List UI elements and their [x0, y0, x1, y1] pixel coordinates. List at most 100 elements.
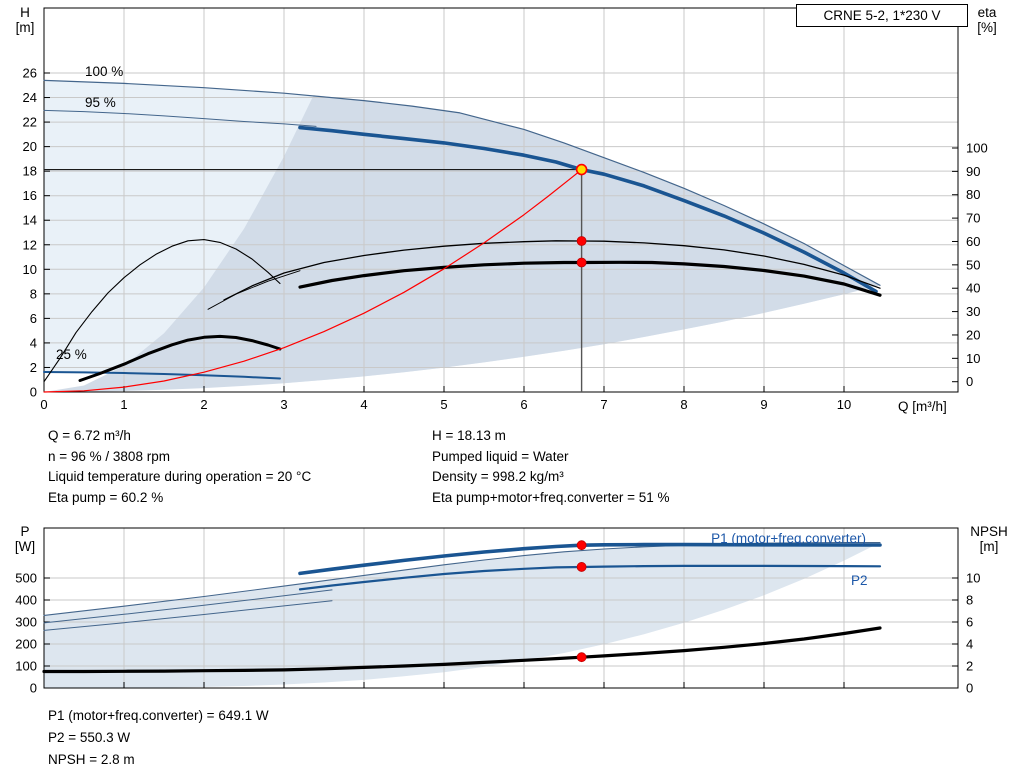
tick-label: 4: [360, 397, 367, 412]
tick-label: 20: [966, 327, 980, 342]
tick-label: 30: [966, 304, 980, 319]
p1-curve: [298, 542, 882, 576]
tick-label: 7: [600, 397, 607, 412]
h-axis-label-symbol: H: [20, 5, 30, 20]
npsh-axis-label: NPSH [m]: [960, 524, 1018, 554]
p1-curve-label: P1 (motor+freq.converter): [711, 531, 866, 546]
h-axis-label: H [m]: [6, 5, 44, 35]
p-axis-label-unit: [W]: [14, 539, 36, 554]
eta-pump-curve-95: [207, 270, 301, 310]
speed-100-label: 100 %: [85, 64, 124, 79]
eta-total-curve-25: [78, 334, 282, 382]
duty-info-left: Q = 6.72 m³/h n = 96 % / 3808 rpm Liquid…: [48, 426, 311, 508]
power-envelope: [44, 542, 880, 688]
p2-point: [576, 562, 587, 572]
tick-label: 0: [40, 397, 47, 412]
eta-axis-label: eta [%]: [966, 5, 1008, 35]
p1-value-text: P1 (motor+freq.converter) = 649.1 W: [48, 708, 269, 723]
tick-label: 24: [23, 90, 37, 105]
eta-axis-label-unit: [%]: [977, 20, 997, 35]
tick-label: 90: [966, 164, 980, 179]
tick-label: 4: [966, 637, 973, 652]
h-axis-label-unit: [m]: [15, 20, 35, 35]
tick-label: 5: [440, 397, 447, 412]
tick-label: 2: [966, 659, 973, 674]
tick-label: 50: [966, 257, 980, 272]
tick-label: 22: [23, 115, 37, 130]
tick-label: 80: [966, 187, 980, 202]
plot-frame: [43, 527, 959, 689]
speed-curve-95: [43, 109, 317, 127]
pumped-liquid-text: Pumped liquid = Water: [432, 448, 569, 464]
npsh-axis-label-unit: [m]: [979, 539, 999, 554]
power-info: P1 (motor+freq.converter) = 649.1 W P2 =…: [48, 705, 269, 771]
eta-pump-curve: [223, 240, 881, 301]
tick-label: 12: [23, 237, 37, 252]
p-axis-label-symbol: P: [20, 524, 30, 539]
eta-pump-text: Eta pump = 60.2 %: [48, 489, 164, 505]
tick-label: 9: [760, 397, 767, 412]
tick-label: 8: [30, 286, 37, 301]
tick-label: 70: [966, 211, 980, 226]
tick-label: 16: [23, 188, 37, 203]
tick-label: 10: [837, 397, 851, 412]
tick-label: 14: [23, 213, 37, 228]
tick-label: 2: [200, 397, 207, 412]
pump-model-label: CRNE 5-2, 1*230 V: [823, 8, 941, 23]
tick-label: 4: [30, 335, 37, 350]
npsh-value-text: NPSH = 2.8 m: [48, 752, 135, 767]
duty-head-text: H = 18.13 m: [432, 428, 506, 443]
control-curve: [43, 169, 583, 393]
tick-label: 18: [23, 164, 37, 179]
eta-total-text: Eta pump+motor+freq.converter = 51 %: [432, 489, 670, 505]
p2-curve: [298, 564, 882, 591]
eta-total-point: [576, 257, 587, 268]
tick-label: 100: [15, 659, 37, 674]
tick-label: 6: [966, 615, 973, 630]
q-axis-label: Q [m³/h]: [898, 399, 947, 414]
p2-max-line: [43, 600, 333, 631]
max-speed-curve-100: [43, 79, 881, 286]
liquid-temperature-text: Liquid temperature during operation = 20…: [48, 469, 312, 484]
density-text: Density = 998.2 kg/m³: [432, 469, 564, 484]
npsh-curve: [42, 626, 882, 674]
tick-label: 200: [15, 637, 37, 652]
p1-95-line: [43, 589, 333, 624]
tick-label: 3: [280, 397, 287, 412]
eta-pump-point: [576, 236, 587, 246]
tick-label: 10: [23, 262, 37, 277]
tick-label: 2: [30, 360, 37, 375]
tick-label: 60: [966, 234, 980, 249]
p-axis-label: P [W]: [6, 524, 44, 554]
duty-point[interactable]: [575, 163, 588, 176]
envelope-duty-region: [44, 95, 880, 392]
tick-label: 6: [520, 397, 527, 412]
p1-point: [576, 540, 587, 551]
tick-label: 0: [30, 385, 37, 400]
eta-axis-label-symbol: eta: [977, 5, 997, 20]
tick-label: 8: [966, 593, 973, 608]
p2-curve-label: P2: [851, 573, 868, 588]
tick-label: 20: [23, 139, 37, 154]
tick-label: 6: [30, 311, 37, 326]
tick-label: 10: [966, 571, 980, 586]
eta-pump-curve-25: [43, 239, 281, 383]
tick-label: 500: [15, 571, 37, 586]
tick-label: 100: [966, 141, 988, 156]
duty-flow-text: Q = 6.72 m³/h: [48, 428, 131, 443]
plot-frame: [43, 7, 959, 393]
tick-label: 40: [966, 281, 980, 296]
npsh-point: [576, 652, 587, 663]
speed-95-label: 95 %: [85, 95, 116, 110]
tick-label: 0: [966, 681, 973, 696]
min-speed-curve-25: [43, 371, 281, 380]
tick-label: 26: [23, 66, 37, 81]
speed-25-label: 25 %: [56, 347, 87, 362]
pump-model-box: CRNE 5-2, 1*230 V: [796, 4, 968, 27]
tick-label: 1: [120, 397, 127, 412]
tick-label: 8: [680, 397, 687, 412]
tick-label: 300: [15, 615, 37, 630]
tick-label: 10: [966, 351, 980, 366]
duty-speed-text: n = 96 % / 3808 rpm: [48, 448, 170, 464]
